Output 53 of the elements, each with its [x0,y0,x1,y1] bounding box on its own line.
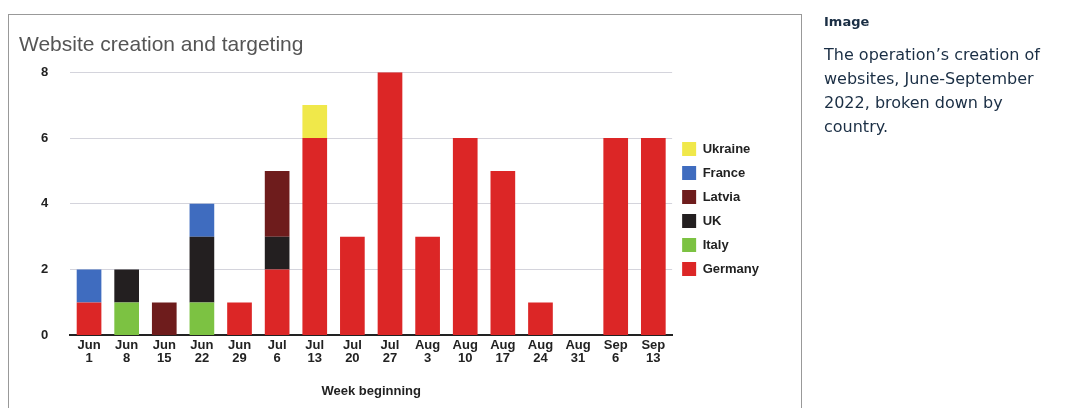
bar [264,269,290,335]
y-tick-label: 6 [41,129,49,145]
bar [227,302,252,335]
x-tick-label: Jun 15 [152,337,176,366]
x-tick-label: Aug 31 [565,337,591,366]
bar [189,203,215,237]
bar [114,269,139,303]
y-tick-label: 8 [41,63,49,79]
x-tick-label: Aug 10 [452,337,478,366]
bar [264,170,290,237]
bar [452,138,478,335]
text: The operation’s creation of websites, June-September 2022, broken down by country. [824,44,1042,138]
x-tick-label: Jun 1 [77,337,101,366]
legend-label: UK [702,212,723,228]
bar [264,236,290,270]
chart-title: Website creation and targeting [19,32,304,56]
bar [302,105,328,138]
bar [640,138,666,335]
bar [302,138,328,335]
x-axis-title: Week beginning [321,382,421,398]
bar [377,72,403,335]
bar [340,236,365,335]
bar [528,302,553,335]
x-tick-label: Jun 22 [190,337,214,366]
x-tick-label: Jul 20 [342,337,362,366]
legend-label: France [702,164,746,180]
legend-label: Italy [702,236,730,252]
x-tick-label: Jun 29 [227,337,252,366]
legend-label: Germany [702,260,760,276]
bar [189,302,215,335]
y-tick-label: 2 [41,261,49,277]
bar [114,302,139,335]
y-tick-label: 4 [41,195,49,211]
x-tick-label: Sep 13 [641,337,666,366]
bar [603,138,629,335]
bar [76,302,102,335]
x-tick-label: Aug 24 [527,337,554,366]
x-tick-label: Sep 6 [603,337,628,366]
x-tick-label: Jul 6 [267,337,287,366]
x-tick-label: Jul 13 [305,337,325,366]
text: Image [824,14,871,29]
bar [76,269,102,303]
bar [415,236,440,335]
y-tick-label: 0 [41,326,49,342]
legend-label: Latvia [702,188,741,204]
bar [151,302,177,335]
x-tick-label: Aug 17 [490,337,516,366]
x-tick-label: Jun 8 [115,337,139,366]
bar [189,236,215,303]
legend-label: Ukraine [702,140,751,156]
x-tick-label: Aug 3 [414,337,441,366]
x-tick-label: Jul 27 [380,337,400,366]
bar [490,170,516,335]
